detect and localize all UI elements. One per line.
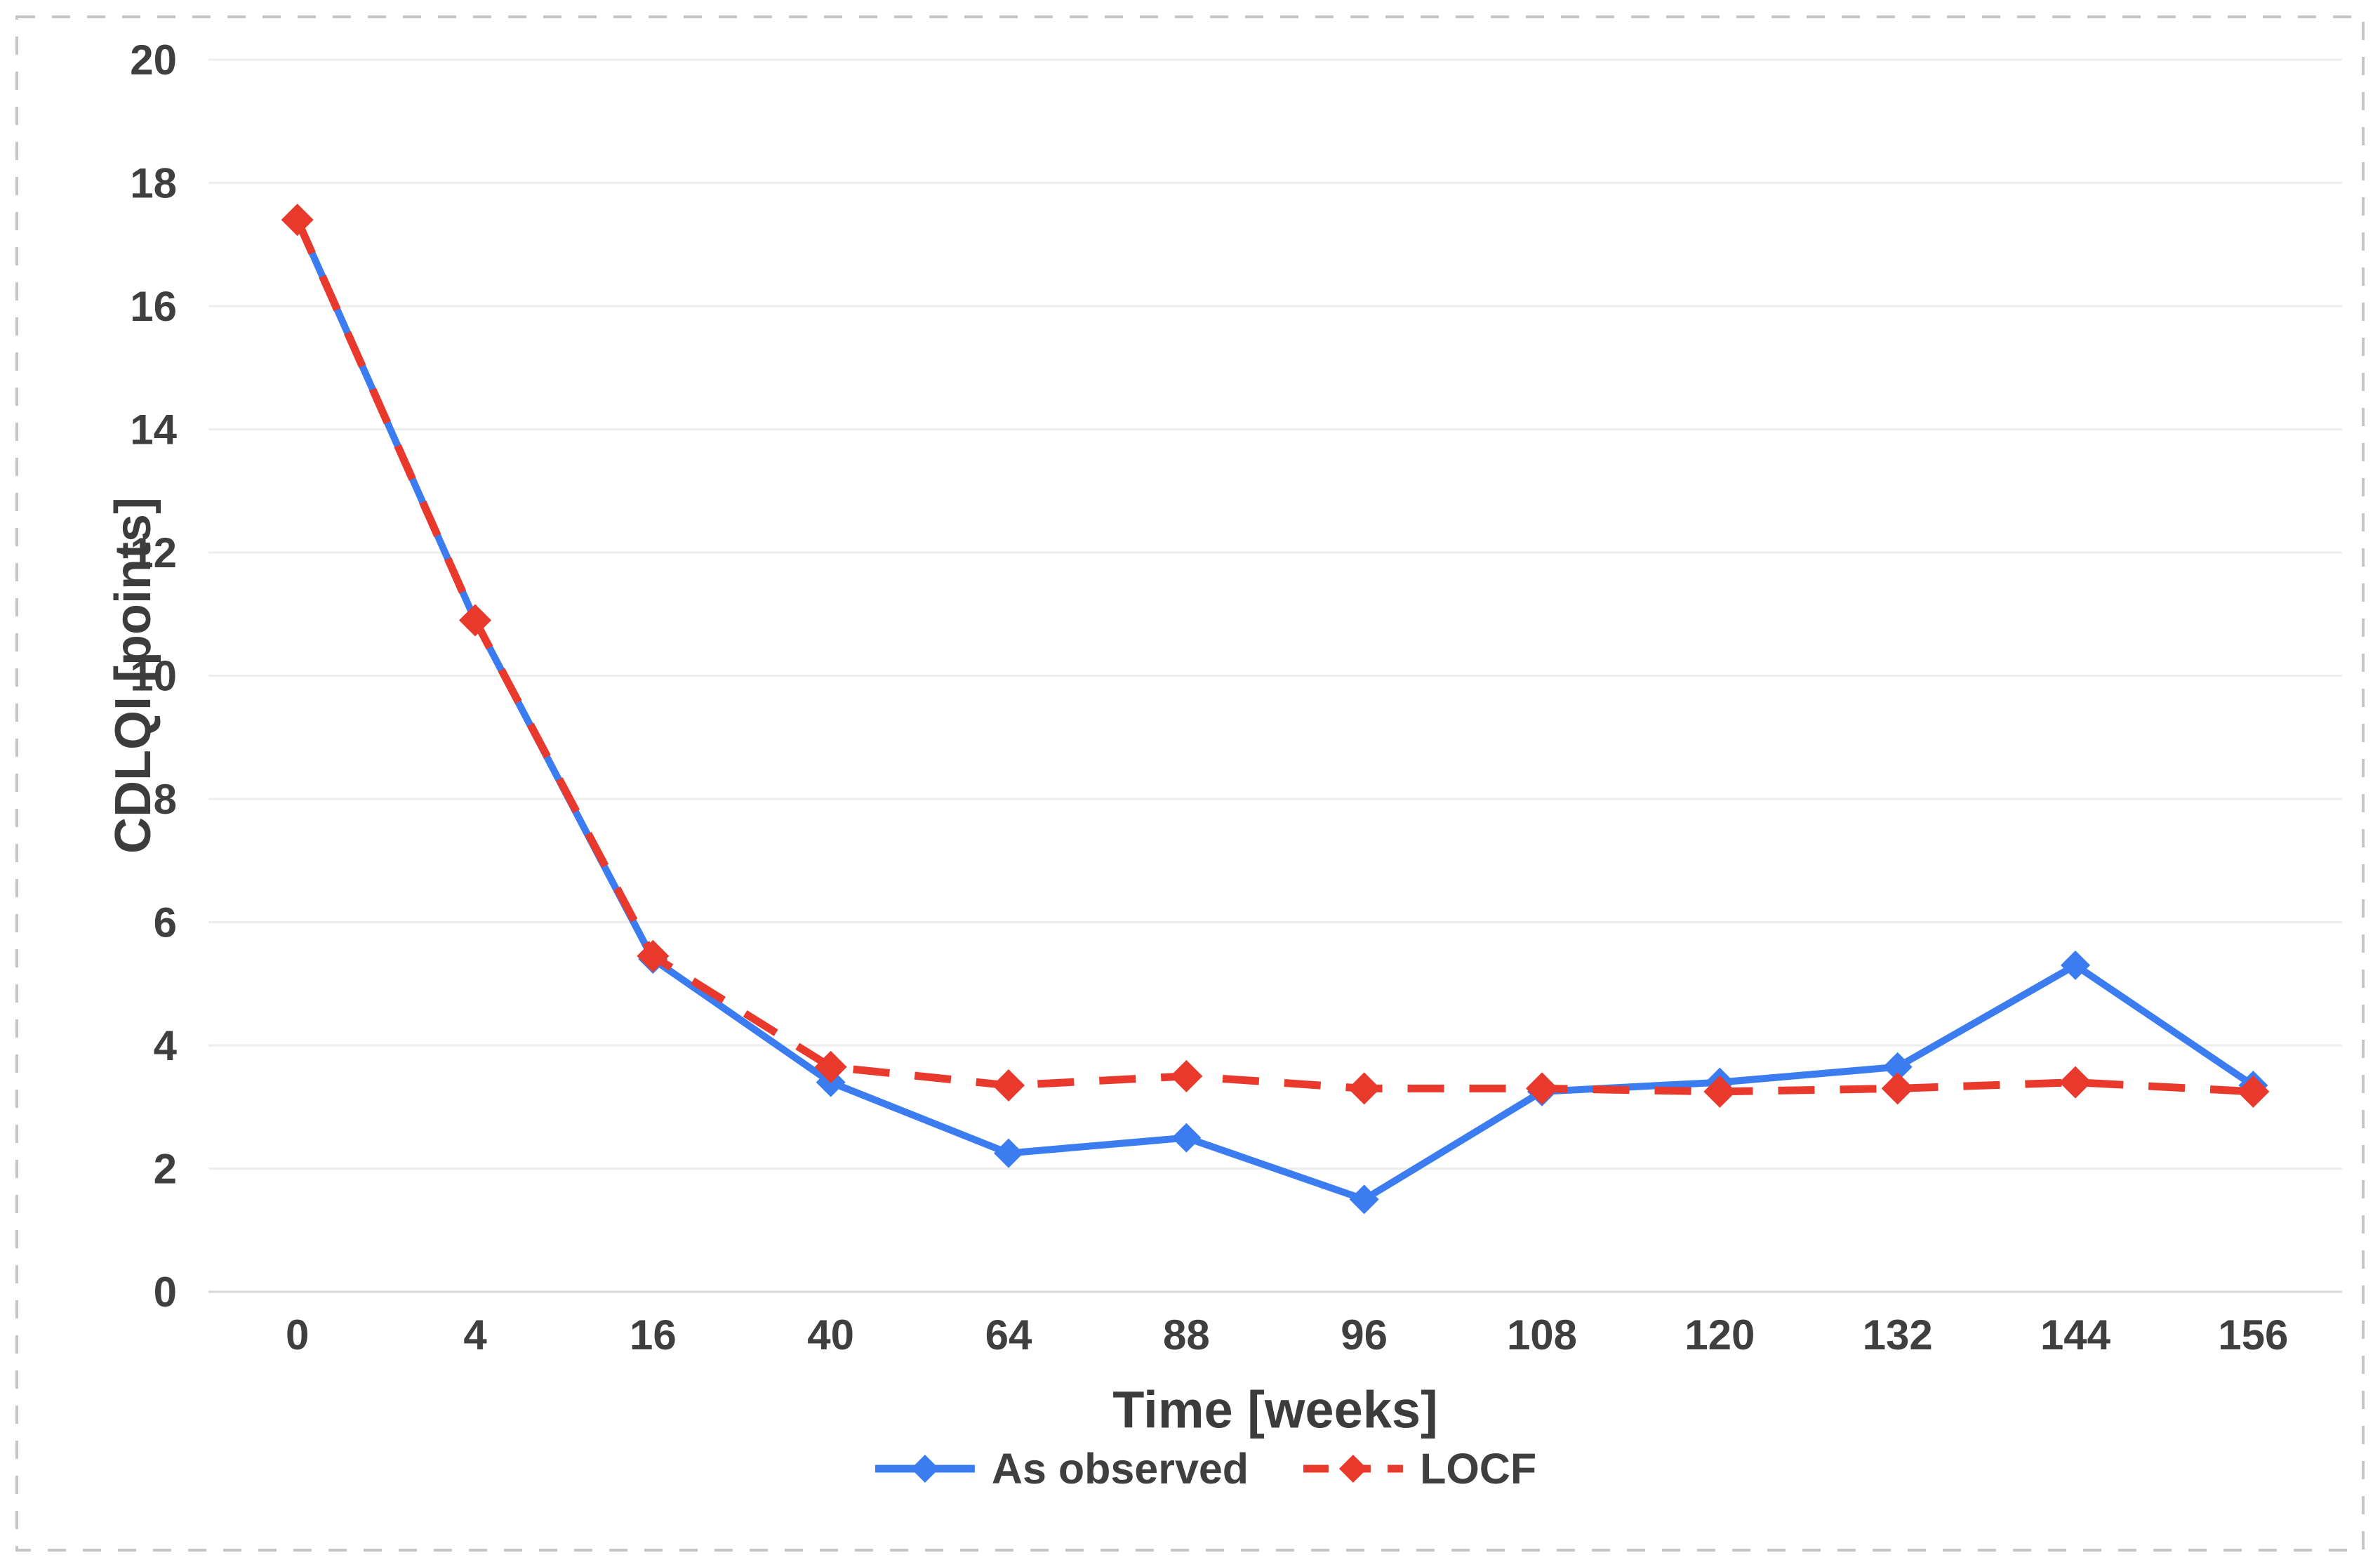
locf-line-swatch [1301, 1451, 1406, 1486]
data-point-as-observed-week-144 [2061, 950, 2090, 980]
data-point-locf-week-88 [1170, 1059, 1203, 1092]
y-tick-label-4: 4 [154, 1022, 178, 1069]
y-axis-title: CDLQI [points] [105, 497, 161, 854]
data-point-as-observed-week-64 [994, 1138, 1023, 1168]
y-tick-label-10: 10 [130, 653, 177, 700]
series-layer [281, 204, 2270, 1215]
series-line-as-observed [294, 218, 2256, 1203]
data-point-as-observed-week-96 [1349, 1184, 1379, 1215]
legend-item-locf: LOCF [1301, 1444, 1536, 1493]
x-tick-label-108: 108 [1507, 1311, 1577, 1358]
y-tick-label-6: 6 [154, 899, 177, 946]
x-tick-label-144: 144 [2040, 1311, 2111, 1358]
data-point-as-observed-week-88 [1171, 1123, 1202, 1153]
data-point-locf-week-64 [992, 1069, 1025, 1102]
x-tick-label-16: 16 [630, 1311, 677, 1358]
x-tick-label-88: 88 [1163, 1311, 1210, 1358]
data-point-locf-week-144 [2059, 1066, 2092, 1099]
data-point-locf-week-120 [1703, 1075, 1736, 1108]
data-point-locf-week-156 [2237, 1075, 2270, 1108]
series-line-locf [293, 218, 2254, 1096]
as-observed-swatch-glyph [875, 1455, 975, 1483]
figure-dashed-border [15, 15, 2365, 1552]
y-tick-label-14: 14 [130, 406, 177, 454]
legend-label-as-observed: As observed [991, 1445, 1249, 1493]
y-tick-label-20: 20 [130, 37, 177, 84]
data-point-locf-week-0 [281, 204, 314, 237]
x-tick-label-0: 0 [286, 1311, 309, 1358]
legend-label-locf: LOCF [1420, 1445, 1537, 1493]
x-tick-label-40: 40 [807, 1311, 854, 1358]
y-tick-label-18: 18 [130, 160, 177, 207]
y-tick-label-16: 16 [130, 283, 177, 330]
data-point-locf-week-96 [1348, 1072, 1381, 1105]
x-tick-label-4: 4 [463, 1311, 487, 1358]
data-point-locf-week-40 [814, 1050, 847, 1083]
axis-ticks-layer: 0 2 4 6 8 10 12 14 16 18 20 0 4 16 40 64 88 96 108 120 132 14… [130, 37, 2288, 1358]
data-point-as-observed-week-132 [1882, 1052, 1913, 1082]
locf-swatch-glyph [1303, 1455, 1404, 1483]
x-axis-title: Time [weeks] [1112, 1380, 1438, 1439]
x-tick-label-156: 156 [2218, 1311, 2288, 1358]
x-tick-label-96: 96 [1341, 1311, 1388, 1358]
as-observed-line-swatch [872, 1451, 978, 1486]
legend: As observed LOCF [872, 1444, 1536, 1493]
y-tick-label-0: 0 [154, 1269, 177, 1316]
legend-item-as-observed: As observed [872, 1444, 1249, 1493]
data-point-locf-week-16 [637, 939, 670, 972]
y-tick-label-2: 2 [154, 1146, 177, 1193]
x-tick-label-120: 120 [1684, 1311, 1755, 1358]
data-point-locf-week-4 [459, 604, 491, 637]
x-tick-label-64: 64 [985, 1311, 1032, 1358]
data-point-locf-week-108 [1526, 1072, 1558, 1105]
y-tick-label-8: 8 [154, 776, 177, 823]
data-point-locf-week-132 [1881, 1072, 1914, 1105]
x-tick-label-132: 132 [1863, 1311, 1933, 1358]
y-tick-label-12: 12 [130, 529, 177, 576]
gridlines-layer [208, 58, 2342, 1293]
